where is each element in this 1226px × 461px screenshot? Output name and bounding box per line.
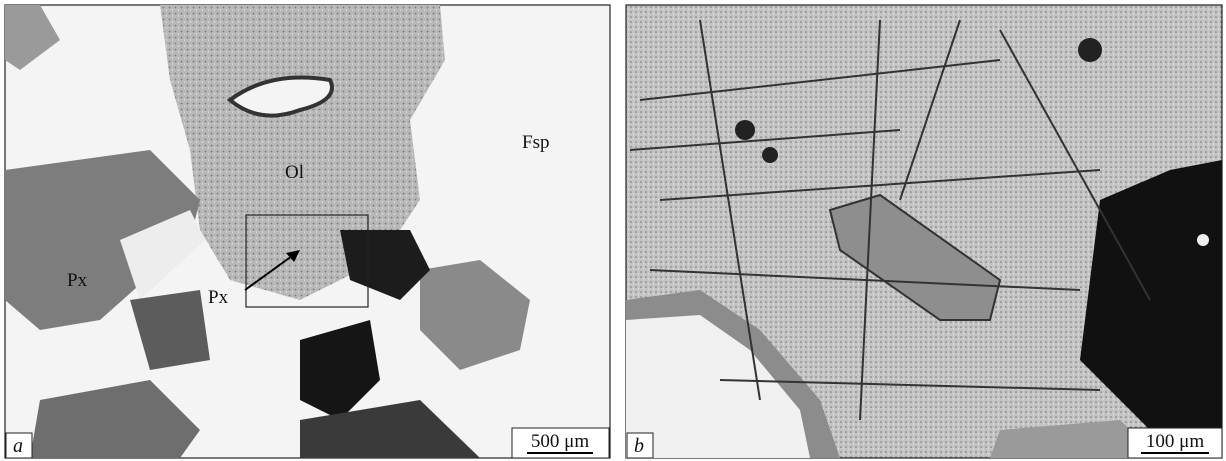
pyroxene-grain [130,290,210,370]
dark-spot [1078,38,1102,62]
pyroxene-grain [420,260,530,370]
inset-box [245,214,369,308]
panel-label: b [634,435,644,457]
scale-bar-label: 500 μm [531,431,589,452]
fractures [629,19,1151,421]
annotation: Fsp [522,132,549,153]
annotation: Px [67,270,88,291]
opaque-grain [300,320,380,420]
panel-label-box [5,432,33,459]
annotation: Px [208,287,229,308]
arrow-head [286,250,300,262]
grain [990,420,1160,458]
scale-bar-label: 100 μm [1146,431,1204,452]
opaque-grain [1080,160,1222,458]
dark-spot [735,120,755,140]
dark-grain [300,400,480,458]
dark-spot [762,147,778,163]
olivine-grain [160,5,445,300]
panel-a: Fsp Ol Px Px a 500 μm [4,4,611,459]
opaque-grain [340,230,430,300]
inclusion [226,75,334,118]
panel-label: a [13,435,23,457]
pyroxene-grain [828,193,1002,321]
panel-b: b 100 μm [625,4,1223,459]
bright-spot [1197,234,1209,246]
arrow-line [244,255,293,291]
grain [5,5,60,70]
annotation: Ol [285,162,304,183]
cleavage-zone [120,210,205,300]
feldspar [626,315,810,458]
panel-label-box [626,432,654,459]
dark-grain [30,380,200,458]
pyroxene-grain [5,150,200,330]
